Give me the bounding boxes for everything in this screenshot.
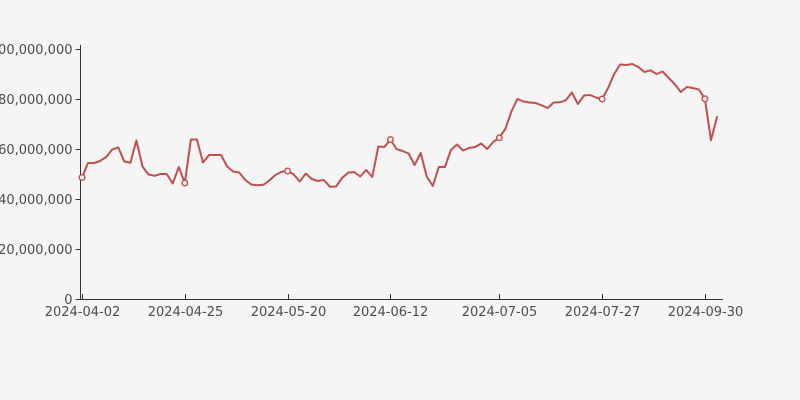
- data-point-marker: [598, 95, 606, 103]
- data-point-marker: [495, 134, 503, 142]
- x-tick-label: 2024-09-30: [668, 305, 744, 320]
- x-tick-label: 2024-04-25: [148, 305, 224, 320]
- y-tick-label: 20,000,000: [0, 243, 73, 258]
- x-tick-label: 2024-07-27: [565, 305, 641, 320]
- x-tick-label: 2024-07-05: [462, 305, 538, 320]
- data-point-marker: [78, 173, 86, 181]
- y-tick-label: 0: [64, 293, 72, 308]
- y-tick-label: 80,000,000: [0, 93, 73, 108]
- y-tick-label: 100,000,000: [0, 43, 73, 58]
- data-point-marker: [701, 95, 709, 103]
- data-point-marker: [386, 135, 394, 143]
- y-tick-label: 40,000,000: [0, 193, 73, 208]
- x-tick-label: 2024-06-12: [353, 305, 429, 320]
- series-line: [81, 63, 718, 188]
- y-tick-label: 60,000,000: [0, 143, 73, 158]
- data-point-marker: [284, 167, 292, 175]
- x-tick-label: 2024-04-02: [45, 305, 121, 320]
- data-point-marker: [181, 179, 189, 187]
- x-tick-label: 2024-05-20: [251, 305, 327, 320]
